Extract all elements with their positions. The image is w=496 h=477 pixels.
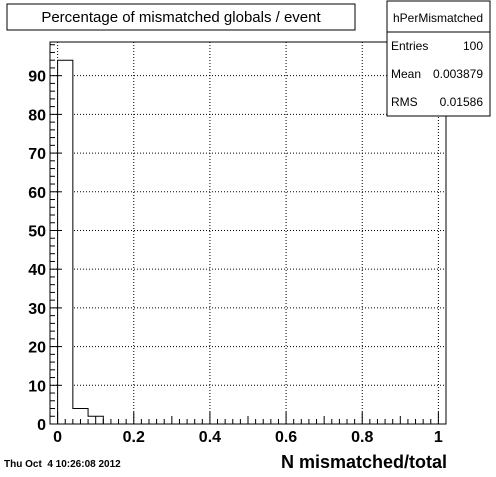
stats-mean-label: Mean (391, 67, 421, 81)
stats-entries-value: 100 (463, 39, 483, 53)
x-tick-label-2: 0.4 (199, 429, 221, 446)
x-tick-label-1: 0.2 (123, 429, 145, 446)
x-axis-label: N mismatched/total (281, 452, 447, 472)
histogram-bar-1 (72, 408, 89, 424)
stats-mean-value: 0.003879 (433, 67, 483, 81)
stats-box-name: hPerMismatched (393, 11, 483, 25)
y-tick-label-8: 80 (28, 107, 46, 124)
x-tick-label-5: 1 (434, 429, 443, 446)
x-tick-label-0: 0 (53, 429, 62, 446)
chart-title: Percentage of mismatched globals / event (41, 9, 321, 26)
stats-entries-label: Entries (391, 39, 428, 53)
stats-rms-label: RMS (391, 95, 418, 109)
y-tick-label-9: 90 (28, 69, 46, 86)
y-tick-label-4: 40 (28, 262, 46, 279)
title-box: Percentage of mismatched globals / event (6, 3, 356, 31)
y-tick-label-2: 20 (28, 340, 46, 357)
y-tick-label-0: 0 (37, 417, 46, 434)
timestamp: Thu Oct 4 10:26:08 2012 (4, 459, 121, 470)
y-tick-label-6: 60 (28, 185, 46, 202)
histogram-bar-0 (57, 60, 73, 424)
x-tick-label-4: 0.8 (351, 429, 373, 446)
stats-box: hPerMismatched Entries 100 Mean 0.003879… (386, 0, 491, 117)
stats-rms-value: 0.01586 (440, 95, 484, 109)
x-tick-label-3: 0.6 (275, 429, 297, 446)
y-tick-label-3: 30 (28, 301, 46, 318)
y-tick-label-1: 10 (28, 378, 46, 395)
y-tick-label-7: 70 (28, 146, 46, 163)
y-tick-label-5: 50 (28, 223, 46, 240)
